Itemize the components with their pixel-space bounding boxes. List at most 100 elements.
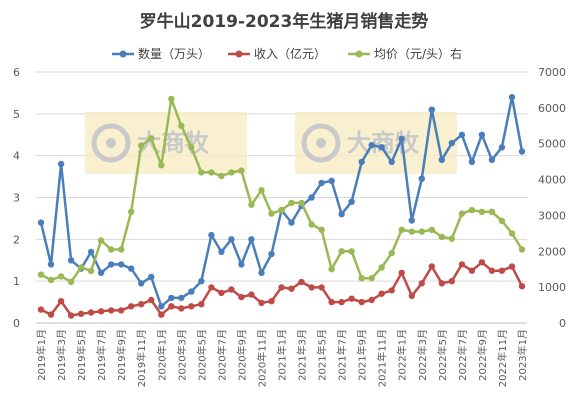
data-point <box>228 236 235 243</box>
data-point <box>57 298 65 305</box>
data-point <box>518 148 526 155</box>
data-point <box>268 250 275 258</box>
data-point <box>428 106 435 113</box>
data-point <box>218 289 225 297</box>
data-point <box>37 219 45 226</box>
data-point <box>228 169 235 176</box>
data-point <box>518 246 526 253</box>
data-point <box>298 278 305 286</box>
data-point <box>97 308 105 315</box>
data-point <box>118 246 125 253</box>
data-point <box>67 257 75 264</box>
data-point <box>188 144 195 151</box>
y-axis-left: 0 1 2 3 4 5 6 <box>13 66 20 330</box>
y-left-tick-label: 6 <box>13 66 20 79</box>
legend-item: 数量（万头） <box>112 46 210 61</box>
data-point <box>288 285 295 292</box>
watermark-logo-dot-icon <box>316 138 326 148</box>
data-point <box>458 131 466 138</box>
data-point <box>268 210 275 217</box>
x-tick-label: 2022年1月 <box>396 329 409 381</box>
data-point <box>378 290 385 297</box>
data-point <box>67 278 75 285</box>
x-tick-label: 2021年7月 <box>336 329 349 381</box>
data-point <box>348 295 355 302</box>
data-point <box>248 236 255 243</box>
y-right-tick-label: 4000 <box>538 174 566 187</box>
data-point <box>398 135 405 143</box>
data-point <box>37 271 45 278</box>
legend-swatch-marker <box>119 50 127 58</box>
data-point <box>77 310 85 317</box>
legend-label: 收入（亿元） <box>254 46 326 61</box>
x-tick-label: 2019年5月 <box>75 329 88 381</box>
legend-swatch-marker <box>355 50 363 58</box>
x-tick-label: 2020年7月 <box>215 329 228 381</box>
watermark: 大商牧 <box>85 112 247 174</box>
data-point <box>328 177 335 184</box>
data-point <box>358 298 365 306</box>
data-point <box>168 303 175 310</box>
data-point <box>148 273 155 281</box>
data-point <box>218 248 225 256</box>
data-point <box>57 160 65 168</box>
watermarks: 大商牧 大商牧 <box>85 112 457 174</box>
data-point <box>87 267 95 275</box>
data-point <box>368 142 375 149</box>
data-point <box>488 267 496 274</box>
y-left-tick-label: 3 <box>13 192 20 205</box>
data-point <box>87 248 95 256</box>
chart-title: 罗牛山2019-2023年生猪月销售走势 <box>140 11 429 32</box>
data-point <box>128 303 135 310</box>
data-point <box>478 259 486 266</box>
data-point <box>318 179 325 187</box>
data-point <box>97 237 105 244</box>
data-point <box>478 131 486 138</box>
data-point <box>438 233 445 241</box>
legend-label: 数量（万头） <box>138 46 210 61</box>
y-left-tick-label: 0 <box>13 317 20 330</box>
data-point <box>508 230 516 237</box>
data-point <box>448 235 455 242</box>
x-tick-label: 2022年7月 <box>456 329 469 381</box>
data-point <box>348 248 355 255</box>
data-point <box>338 248 345 255</box>
data-point <box>87 309 95 316</box>
data-point <box>178 294 185 302</box>
x-tick-label: 2020年9月 <box>235 329 248 381</box>
data-point <box>388 249 395 257</box>
data-point <box>288 199 295 207</box>
data-point <box>498 217 506 224</box>
y-left-tick-label: 5 <box>13 108 20 121</box>
x-tick-label: 2022年3月 <box>416 329 429 381</box>
legend-item: 收入（亿元） <box>228 46 326 61</box>
data-point <box>228 286 235 293</box>
data-point <box>338 298 345 306</box>
data-point <box>138 301 145 308</box>
x-tick-label: 2021年3月 <box>296 329 309 381</box>
data-point <box>318 226 325 233</box>
data-point <box>378 264 385 271</box>
data-point <box>458 261 466 268</box>
data-point <box>118 261 125 268</box>
x-tick-label: 2021年1月 <box>276 329 289 381</box>
data-point <box>128 265 135 272</box>
x-tick-label: 2023年1月 <box>516 329 529 381</box>
data-point <box>188 303 195 310</box>
data-point <box>208 284 215 291</box>
data-point <box>268 298 275 305</box>
data-point <box>468 267 476 274</box>
data-point <box>178 122 185 129</box>
data-point <box>148 296 155 304</box>
data-point <box>198 278 205 285</box>
data-point <box>408 217 415 224</box>
data-point <box>428 226 435 233</box>
y-left-tick-label: 1 <box>13 275 20 288</box>
legend-swatch-marker <box>235 50 243 58</box>
data-point <box>158 303 165 310</box>
data-point <box>128 208 135 215</box>
legend: 数量（万头） 收入（亿元） 均价（元/头）右 <box>112 46 462 61</box>
x-tick-label: 2019年11月 <box>135 329 148 387</box>
y-right-tick-label: 0 <box>559 317 566 330</box>
data-point <box>508 93 516 101</box>
